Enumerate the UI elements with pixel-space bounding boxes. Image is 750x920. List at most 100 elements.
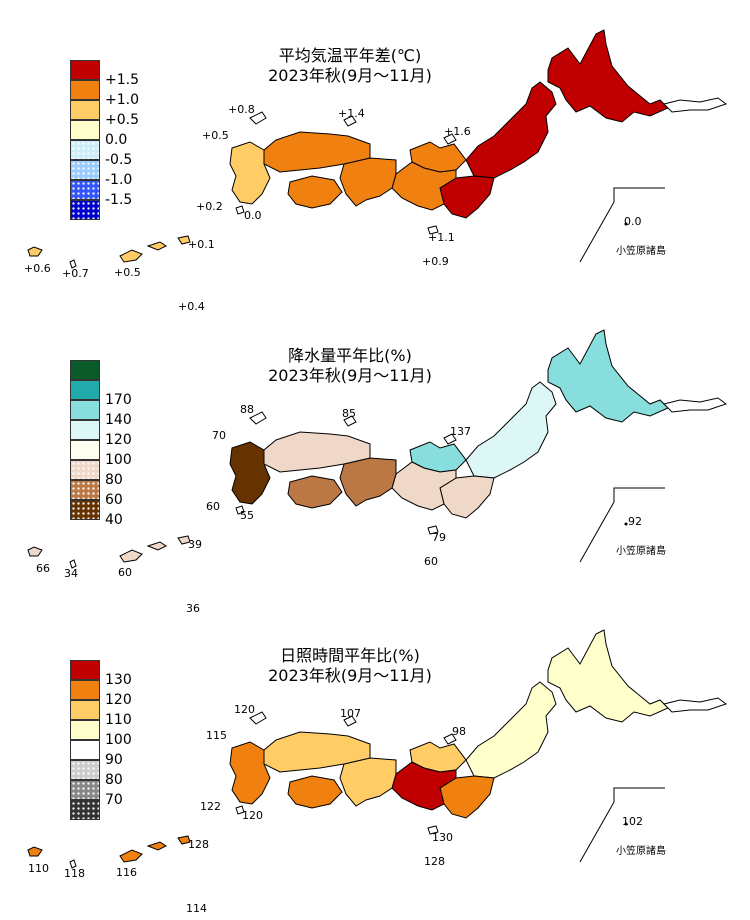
station-value: 122 [200,800,221,813]
island [427,225,439,235]
region-shikoku [287,175,343,209]
region-chubu [391,761,457,811]
station-value: +0.6 [24,262,51,275]
station-value: 60 [118,566,132,579]
legend-label: +1.5 [105,72,139,88]
station-value: 128 [424,855,445,868]
legend-label: 100 [105,452,132,468]
legend-label: 0.0 [105,132,128,148]
ogasawara-island [624,522,628,526]
station-value: 70 [212,429,226,442]
region-okinawa [27,835,191,863]
station-value: 120 [242,809,263,822]
legend-swatch [70,100,100,120]
temperature-panel: 平均気温平年差(℃) 2023年秋(9月～11月) +1.5 +1.0 +0.5 0.… [0,0,750,313]
legend-swatch [70,160,100,180]
region-kanto [439,775,495,819]
station-value: 79 [432,531,446,544]
region-tohoku [465,381,557,479]
sunshine-panel: 日照時間平年比(%) 2023年秋(9月～11月) 130 120 110 100 90… [0,600,750,915]
japan-map [27,29,728,269]
station-value: +0.2 [196,200,223,213]
station-value: +1.4 [338,107,365,120]
station-value: +0.9 [422,255,449,268]
ogasawara-island [624,822,628,826]
legend-label: 70 [105,792,123,808]
legend-label: 100 [105,732,132,748]
island [235,805,245,815]
ogasawara-island [624,222,628,226]
station-value: +0.5 [202,129,229,142]
island [443,433,457,445]
station-value: 36 [186,602,200,615]
title-line2: 2023年秋(9月～11月) [268,66,432,85]
legend-swatch [70,400,100,420]
region-tohoku [465,81,557,179]
station-value: 0.0 [244,209,262,222]
legend-swatch [70,380,100,400]
island [343,115,357,127]
region-kanto [439,175,495,219]
legend-label: -1.0 [105,172,133,188]
legend-label: 60 [105,492,123,508]
station-value: +0.1 [188,238,215,251]
legend-swatch [70,680,100,700]
precipitation-panel: 降水量平年比(%) 2023年秋(9月～11月) 170 140 120 100 80 6… [0,300,750,615]
legend-swatch [70,500,100,520]
legend-swatch [70,720,100,740]
map-title: 降水量平年比(%) 2023年秋(9月～11月) [200,346,500,386]
legend-swatch [70,200,100,220]
island [249,111,267,125]
region-tohoku [465,681,557,779]
station-value: 60 [424,555,438,568]
island [427,525,439,535]
title-line2: 2023年秋(9月～11月) [268,366,432,385]
region-chubu [391,161,457,211]
island [663,697,728,713]
station-value: +0.8 [228,103,255,116]
station-value: +1.1 [428,231,455,244]
island [343,415,357,427]
inset-frame [579,787,665,863]
map-title: 日照時間平年比(%) 2023年秋(9月～11月) [200,646,500,686]
legend-swatch [70,800,100,820]
station-value: 120 [234,703,255,716]
legend-label: 90 [105,752,123,768]
legend-label: -0.5 [105,152,133,168]
region-kinki [339,157,397,207]
legend-label: 170 [105,392,132,408]
station-value: 130 [432,831,453,844]
map-title: 平均気温平年差(℃) 2023年秋(9月～11月) [200,46,500,86]
island [69,559,77,569]
station-value: 60 [206,500,220,513]
island [235,205,245,215]
legend-label: 140 [105,412,132,428]
station-value: 116 [116,866,137,879]
station-value: 92 [628,515,642,528]
island [69,859,77,869]
region-shikoku [287,475,343,509]
station-value: +0.4 [178,300,205,313]
island [663,397,728,413]
station-value: 98 [452,725,466,738]
japan-map [27,329,728,569]
inset-frame [579,187,665,263]
island [427,825,439,835]
legend-label: 130 [105,672,132,688]
legend-label: 80 [105,772,123,788]
legend-swatch [70,420,100,440]
station-value: 114 [186,902,207,915]
station-value: 66 [36,562,50,575]
region-hokkaido [547,29,669,123]
station-value: 85 [342,407,356,420]
island [69,259,77,269]
legend-label: 110 [105,712,132,728]
island [443,133,457,145]
station-value: 115 [206,729,227,742]
inset-frame [579,487,665,563]
station-value: +0.7 [62,267,89,280]
legend-swatch [70,120,100,140]
region-kanto [439,475,495,519]
ogasawara-label: 小笠原諸島 [616,246,666,257]
legend-label: 120 [105,432,132,448]
